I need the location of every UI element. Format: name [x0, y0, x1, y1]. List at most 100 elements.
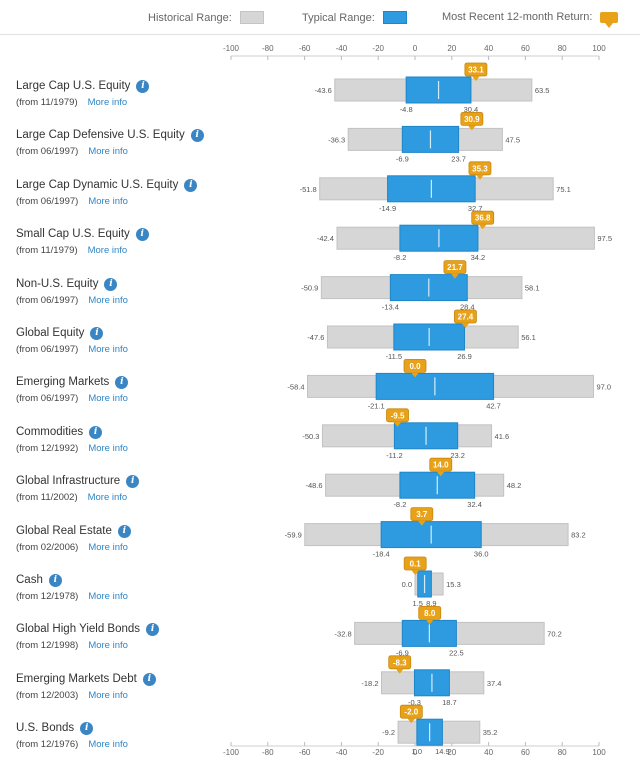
legend-historical-label: Historical Range: — [148, 11, 232, 24]
info-icon[interactable]: i — [126, 475, 140, 489]
asset-since: (from 06/1997) More info — [16, 344, 128, 355]
recent-marker-icon — [600, 11, 619, 28]
top-tick-label: 0 — [413, 44, 418, 53]
recent-marker-pointer — [417, 520, 426, 526]
more-info-link[interactable]: More info — [88, 146, 128, 158]
asset-name-text: Global High Yield Bonds — [16, 623, 141, 636]
asset-name-text: Large Cap Defensive U.S. Equity — [16, 129, 185, 142]
info-icon[interactable]: i — [115, 376, 129, 390]
recent-marker-pointer — [478, 224, 487, 230]
typ-min-label: -8.2 — [393, 500, 406, 509]
info-icon[interactable]: i — [136, 80, 150, 93]
hist-max-label: 56.1 — [521, 333, 536, 342]
typ-min-label: -13.4 — [382, 303, 399, 312]
more-info-link[interactable]: More info — [88, 541, 128, 553]
asset-row: Global High Yield Bonds i (from 12/1998) Mo… — [0, 623, 220, 672]
asset-row: Large Cap Dynamic U.S. Equity i (from 06/1… — [0, 178, 220, 228]
hist-min-label: -43.6 — [315, 86, 332, 95]
recent-return-label: 27.4 — [458, 313, 474, 322]
info-icon[interactable]: i — [48, 574, 62, 587]
recent-marker-pointer — [411, 372, 419, 378]
bottom-tick-label: -20 — [372, 748, 384, 757]
asset-since: (from 06/1997) More info — [16, 146, 128, 157]
recent-return-label: 30.9 — [464, 115, 480, 124]
info-icon[interactable]: i — [184, 178, 198, 192]
hist-max-label: 97.0 — [596, 382, 611, 391]
asset-name: Large Cap U.S. Equity i — [16, 80, 150, 93]
historical-swatch — [239, 11, 264, 24]
chart-legend: Historical Range: Typical Range: Most Re… — [0, 0, 640, 35]
recent-return-label: 0.0 — [409, 362, 421, 371]
legend-historical: Historical Range: — [148, 11, 264, 24]
more-info-link[interactable]: More info — [88, 739, 128, 751]
bottom-tick-label: 80 — [558, 748, 567, 757]
typ-min-label: -18.4 — [373, 550, 390, 559]
info-icon[interactable]: i — [89, 425, 103, 439]
more-info-link[interactable]: More info — [87, 245, 128, 257]
bottom-tick-label: 20 — [447, 748, 456, 757]
recent-marker-pointer — [461, 323, 470, 328]
recent-marker-pointer — [395, 668, 404, 674]
typ-max-label: 32.4 — [467, 500, 482, 509]
asset-name: Global Real Estate i — [16, 524, 131, 538]
since-date: (from 12/2003) — [16, 689, 79, 701]
info-icon[interactable]: i — [142, 672, 156, 686]
more-info-link[interactable]: More info — [88, 442, 128, 454]
recent-return-label: -8.3 — [393, 658, 407, 667]
asset-name: Non-U.S. Equity i — [16, 277, 118, 291]
info-icon[interactable]: i — [80, 722, 94, 736]
asset-since: (from 06/1997) More info — [16, 393, 128, 404]
recent-marker-pointer — [475, 174, 484, 180]
hist-min-label: 0.0 — [402, 580, 412, 589]
asset-since: (from 11/2002) More info — [16, 492, 127, 503]
hist-max-label: 41.6 — [495, 432, 510, 441]
typ-max-label: 34.2 — [471, 253, 486, 262]
more-info-link[interactable]: More info — [87, 97, 128, 108]
since-date: (from 11/1979) — [16, 245, 78, 257]
top-tick-label: -100 — [223, 44, 240, 53]
recent-marker-pointer — [411, 570, 420, 575]
hist-min-label: -47.6 — [307, 333, 324, 342]
more-info-link[interactable]: More info — [88, 195, 128, 207]
asset-row: Large Cap U.S. Equity i (from 11/1979) More… — [0, 80, 220, 129]
more-info-link[interactable]: More info — [88, 294, 128, 306]
hist-min-label: -32.8 — [335, 629, 352, 638]
asset-since: (from 12/1978) More info — [16, 591, 128, 602]
info-icon[interactable]: i — [90, 327, 104, 340]
top-tick-label: -80 — [262, 44, 274, 53]
since-date: (from 02/2006) — [16, 541, 79, 553]
typ-min-label: -11.2 — [386, 451, 403, 460]
info-icon[interactable]: i — [135, 228, 149, 242]
asset-name-text: Cash — [16, 574, 43, 586]
hist-max-label: 48.2 — [507, 481, 522, 490]
more-info-link[interactable]: More info — [88, 689, 128, 701]
asset-since: (from 12/1992) More info — [16, 443, 128, 454]
asset-name: Emerging Markets i — [16, 376, 129, 390]
asset-name: Global Equity i — [16, 327, 104, 340]
more-info-link[interactable]: More info — [88, 344, 128, 355]
info-icon[interactable]: i — [117, 524, 131, 538]
info-icon[interactable]: i — [104, 277, 118, 291]
asset-since: (from 12/2003) More info — [16, 690, 128, 701]
recent-marker-pointer — [425, 619, 434, 625]
asset-since: (from 06/1997) More info — [16, 295, 128, 306]
asset-row: Emerging Markets Debt i (from 12/2003) More… — [0, 672, 220, 722]
typ-max-label: 23.2 — [450, 451, 465, 460]
more-info-link[interactable]: More info — [88, 591, 128, 602]
hist-min-label: -36.3 — [328, 135, 345, 144]
more-info-link[interactable]: More info — [88, 393, 128, 405]
more-info-link[interactable]: More info — [87, 492, 128, 504]
typ-max-label: 36.0 — [474, 550, 489, 559]
recent-return-label: 36.8 — [475, 214, 491, 223]
recent-return-label: 8.0 — [424, 609, 436, 618]
top-tick-label: 100 — [592, 44, 606, 53]
recent-return-label: 0.1 — [410, 560, 422, 569]
info-icon[interactable]: i — [190, 129, 204, 143]
typ-max-label: 26.9 — [457, 352, 472, 361]
legend-recent-label: Most Recent 12-month Return: — [442, 11, 593, 23]
asset-since: (from 12/1998) More info — [16, 640, 128, 651]
more-info-link[interactable]: More info — [88, 640, 128, 652]
info-icon[interactable]: i — [146, 623, 160, 637]
typ-max-label: 22.5 — [449, 648, 464, 657]
recent-return-label: 14.0 — [433, 461, 449, 470]
